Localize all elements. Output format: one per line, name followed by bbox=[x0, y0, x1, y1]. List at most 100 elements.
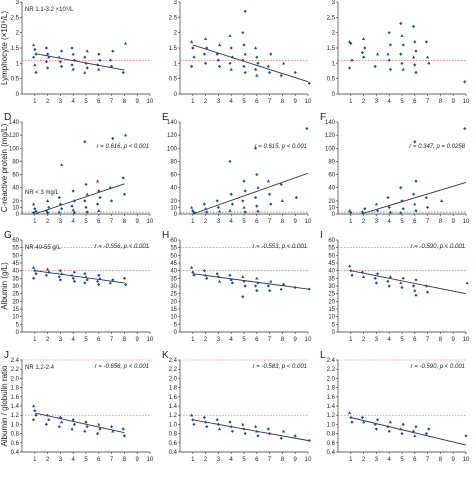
data-point bbox=[191, 46, 195, 50]
x-tick-label: 4 bbox=[72, 219, 76, 225]
data-point bbox=[386, 52, 390, 56]
data-point bbox=[399, 21, 403, 26]
data-point bbox=[399, 281, 403, 285]
data-point bbox=[373, 276, 377, 280]
x-tick-label: 3 bbox=[59, 219, 63, 225]
y-tick-label: 3 bbox=[16, 0, 20, 6]
data-point bbox=[229, 425, 233, 429]
data-point bbox=[124, 41, 128, 45]
data-point bbox=[401, 422, 405, 426]
data-point bbox=[413, 288, 417, 292]
y-tick-label: 10 bbox=[12, 315, 19, 321]
data-point bbox=[216, 422, 220, 426]
data-point bbox=[97, 273, 101, 277]
x-tick-label: 1 bbox=[33, 457, 37, 463]
data-point bbox=[363, 46, 367, 50]
y-tick-label: 20 bbox=[170, 299, 177, 305]
y-tick-label: 120 bbox=[167, 133, 178, 139]
x-tick-label: 4 bbox=[230, 99, 234, 105]
data-point bbox=[412, 284, 416, 288]
y-tick-label: 1.0 bbox=[11, 422, 20, 428]
data-point bbox=[427, 427, 431, 431]
y-tick-label: 45 bbox=[170, 261, 177, 267]
data-point bbox=[348, 66, 352, 70]
data-point bbox=[229, 278, 233, 282]
x-tick-label: 5 bbox=[84, 457, 88, 463]
data-point bbox=[32, 211, 36, 215]
data-point bbox=[32, 418, 36, 422]
y-tick-label: 40 bbox=[328, 269, 335, 275]
panel-letter: L bbox=[320, 350, 326, 361]
x-tick-label: 8 bbox=[439, 219, 443, 225]
x-tick-label: 8 bbox=[439, 99, 443, 105]
data-point bbox=[83, 199, 87, 203]
x-tick-label: 5 bbox=[400, 337, 404, 343]
data-point bbox=[216, 205, 220, 210]
data-point bbox=[282, 282, 286, 287]
data-point bbox=[72, 199, 76, 203]
data-point bbox=[218, 209, 222, 213]
x-tick-label: 4 bbox=[388, 219, 392, 225]
data-point bbox=[124, 282, 128, 287]
x-tick-label: 9 bbox=[294, 457, 298, 463]
y-tick-label: 50 bbox=[328, 253, 335, 259]
data-point bbox=[32, 202, 36, 206]
x-tick-label: 4 bbox=[72, 337, 76, 343]
x-tick-label: 9 bbox=[452, 457, 456, 463]
data-point bbox=[243, 284, 247, 288]
x-tick-label: 3 bbox=[217, 337, 221, 343]
y-tick-label: 2.5 bbox=[327, 15, 336, 21]
y-tick-label: 0.4 bbox=[327, 450, 336, 456]
x-tick-label: 6 bbox=[413, 337, 417, 343]
data-point bbox=[414, 49, 418, 53]
data-point bbox=[399, 210, 403, 214]
y-axis-label: C-reactive protein (mg/L) bbox=[0, 123, 9, 212]
x-tick-label: 10 bbox=[147, 219, 154, 225]
x-tick-label: 7 bbox=[268, 457, 272, 463]
data-point bbox=[83, 70, 87, 74]
data-point bbox=[230, 55, 234, 59]
y-tick-label: 120 bbox=[325, 133, 336, 139]
y-tick-label: 35 bbox=[170, 276, 177, 282]
data-point bbox=[191, 270, 195, 274]
data-point bbox=[348, 264, 352, 268]
data-point bbox=[413, 140, 417, 144]
x-tick-label: 2 bbox=[46, 337, 50, 343]
y-tick-label: 15 bbox=[328, 307, 335, 313]
data-point bbox=[110, 64, 114, 68]
data-point bbox=[242, 179, 246, 183]
data-point bbox=[58, 269, 62, 273]
data-point bbox=[243, 210, 247, 214]
y-tick-label: 30 bbox=[328, 284, 335, 290]
data-point bbox=[215, 272, 219, 276]
x-tick-label: 10 bbox=[305, 219, 312, 225]
y-tick-label: 60 bbox=[170, 173, 177, 179]
y-tick-label: 1 bbox=[16, 61, 20, 67]
x-tick-label: 10 bbox=[463, 99, 470, 105]
y-tick-label: 1.5 bbox=[11, 46, 20, 52]
y-tick-label: 2.2 bbox=[169, 367, 178, 373]
y-tick-label: 0.5 bbox=[327, 77, 336, 83]
data-point bbox=[46, 66, 50, 70]
data-point bbox=[242, 64, 246, 68]
y-tick-label: 55 bbox=[12, 246, 19, 252]
x-tick-label: 7 bbox=[426, 337, 430, 343]
data-point bbox=[256, 186, 260, 189]
data-point bbox=[414, 278, 418, 282]
data-point bbox=[97, 282, 101, 287]
data-point bbox=[282, 429, 286, 433]
y-tick-label: 25 bbox=[170, 292, 177, 298]
y-tick-label: 140 bbox=[167, 120, 178, 126]
y-tick-label: 10 bbox=[170, 205, 177, 211]
y-tick-label: 1.8 bbox=[11, 386, 20, 392]
regression-line bbox=[192, 419, 309, 441]
y-tick-label: 60 bbox=[12, 173, 19, 179]
normal-range-label: NR 1.2-2.4 bbox=[25, 365, 55, 371]
data-point bbox=[254, 284, 258, 288]
data-point bbox=[190, 265, 194, 269]
y-tick-label: 0.6 bbox=[11, 441, 20, 447]
regression-line bbox=[34, 53, 125, 71]
data-point bbox=[216, 275, 220, 279]
